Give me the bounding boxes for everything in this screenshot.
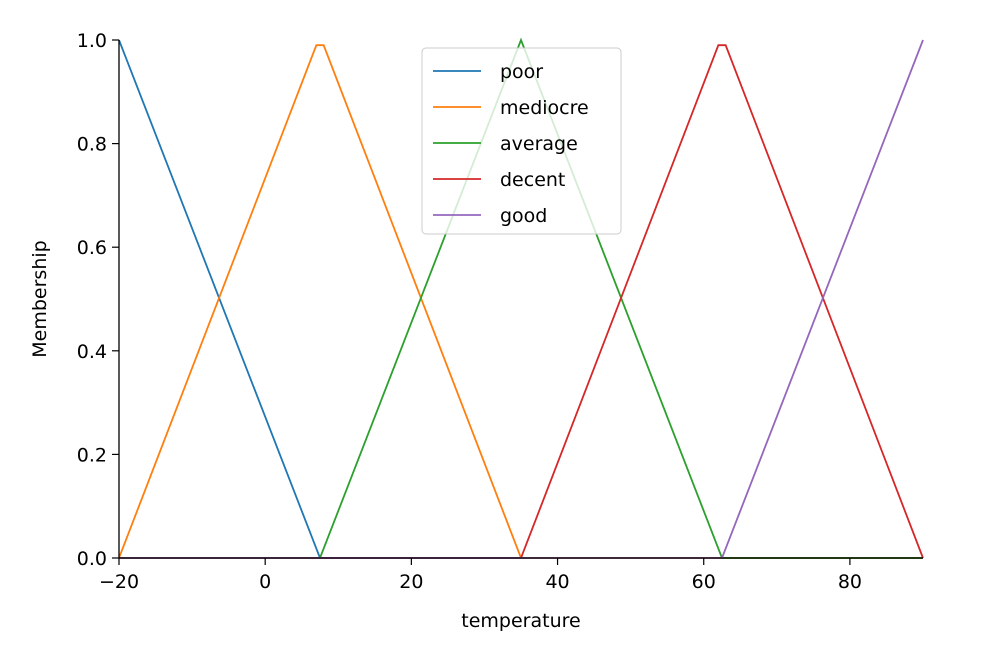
x-axis-label: temperature: [461, 610, 580, 632]
y-tick-label: 1.0: [77, 30, 107, 52]
legend-entries: poor mediocre average decent good: [433, 61, 589, 227]
x-tick-label: 20: [399, 571, 423, 593]
y-tick-label: 0.8: [77, 134, 107, 156]
legend-label-decent: decent: [500, 169, 565, 191]
x-tick-label: 0: [259, 571, 271, 593]
legend-label-poor: poor: [500, 61, 543, 83]
y-tick-label: 0.0: [77, 548, 107, 570]
ticks-layer: −20 0 20 40 60 80 0.0 0.2 0.4 0.6 0.8 1.0: [77, 30, 862, 593]
axes-layer: [118, 40, 923, 559]
y-tick-label: 0.2: [77, 444, 107, 466]
legend-box: [421, 47, 622, 235]
x-tick-label: 40: [545, 571, 569, 593]
x-tick-label: 80: [838, 571, 862, 593]
y-tick-label: 0.6: [77, 237, 107, 259]
legend-label-average: average: [500, 133, 578, 155]
x-tick-label: −20: [99, 571, 139, 593]
legend-label-mediocre: mediocre: [500, 97, 589, 119]
y-axis-label: Membership: [29, 240, 51, 357]
x-tick-label: 60: [692, 571, 716, 593]
legend: poor mediocre average decent good: [421, 47, 622, 235]
y-tick-label: 0.4: [77, 341, 107, 363]
legend-label-good: good: [500, 205, 547, 227]
